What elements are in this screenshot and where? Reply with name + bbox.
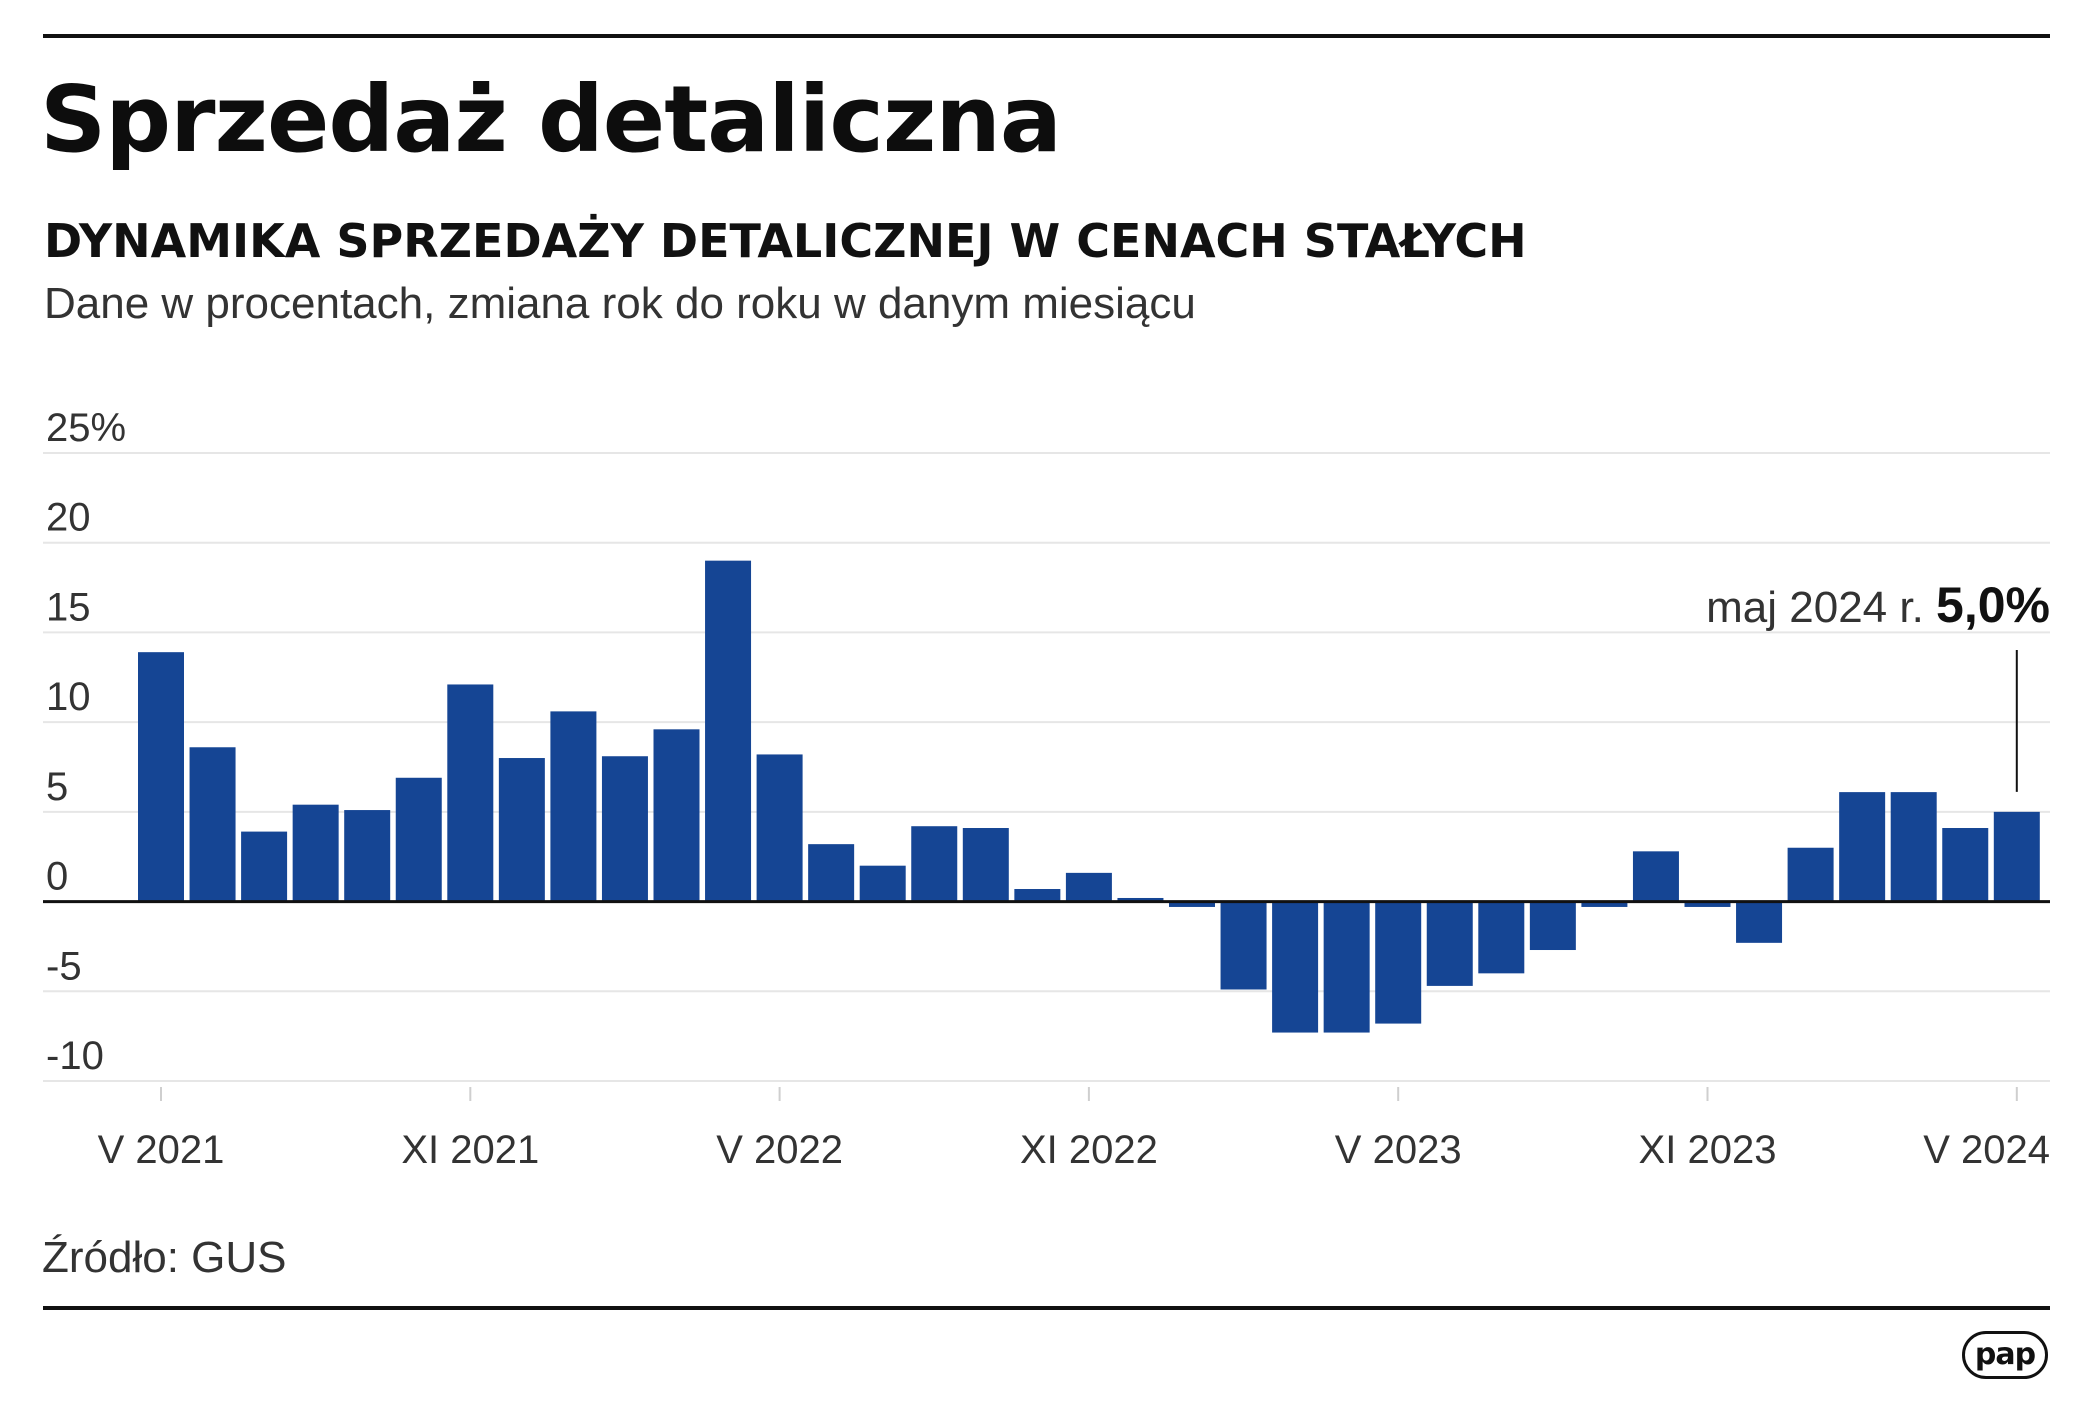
y-tick-label: 10 <box>46 675 91 719</box>
annotation-value: 5,0% <box>1936 577 2050 633</box>
source-label: Źródło: GUS <box>42 1233 287 1282</box>
bar <box>344 810 391 902</box>
x-tick-label: V 2023 <box>1335 1128 1462 1172</box>
y-tick-label: -10 <box>46 1034 104 1078</box>
bar <box>859 865 906 902</box>
bar <box>1839 792 1886 902</box>
bar <box>962 828 1009 902</box>
bar <box>1065 872 1112 902</box>
y-tick-label: 15 <box>46 585 91 629</box>
y-tick-label: 20 <box>46 496 91 540</box>
bar <box>1478 901 1525 974</box>
bar <box>1272 901 1319 1033</box>
bar <box>1632 851 1679 902</box>
y-tick-label: 0 <box>46 855 68 899</box>
latest-value-annotation: maj 2024 r. 5,0% <box>1706 577 2050 792</box>
chart-note: Dane w procentach, zmiana rok do roku w … <box>44 279 1196 328</box>
bar <box>808 844 855 902</box>
y-tick-label: -5 <box>46 944 82 988</box>
bar <box>705 560 752 902</box>
bar <box>653 729 700 902</box>
x-tick-label: XI 2022 <box>1020 1128 1158 1172</box>
x-tick-label: V 2022 <box>716 1128 843 1172</box>
bar <box>911 826 958 902</box>
bar <box>189 747 236 902</box>
annotation-label: maj 2024 r. 5,0% <box>1706 577 2050 633</box>
bar <box>1993 811 2040 902</box>
grid-lines <box>43 452 2050 1082</box>
retail-sales-bar-chart: -10 -5 0 5 10 15 20 25% V 2021 XI 2021 V 2022 XI 2… <box>43 406 2050 1172</box>
bar <box>138 652 184 902</box>
bar <box>1684 901 1731 907</box>
pap-logo: pap <box>1962 1331 2048 1379</box>
bar <box>1014 889 1061 902</box>
bar <box>1220 901 1267 990</box>
page-title: Sprzedaż detaliczna <box>40 66 1062 173</box>
bar <box>1117 897 1164 902</box>
x-tick-label: XI 2021 <box>401 1128 539 1172</box>
bar <box>1529 901 1576 951</box>
x-tick-label: V 2024 <box>1923 1128 2050 1172</box>
bar <box>1787 847 1834 902</box>
bar <box>1375 901 1422 1024</box>
y-tick-label: 5 <box>46 765 68 809</box>
top-rule <box>43 34 2050 38</box>
bar <box>395 777 442 902</box>
bar <box>447 684 494 902</box>
y-axis-ticks: -10 -5 0 5 10 15 20 25% <box>46 406 126 1078</box>
bar <box>756 754 803 902</box>
bar <box>498 758 545 902</box>
x-tick-label: XI 2023 <box>1639 1128 1777 1172</box>
x-axis-ticks: V 2021 XI 2021 V 2022 XI 2022 V 2023 XI 2023 V… <box>98 1087 2050 1172</box>
annotation-date: maj 2024 r. <box>1706 583 1936 632</box>
bar <box>241 831 288 902</box>
bar <box>292 804 339 902</box>
bar <box>1169 901 1215 907</box>
bar <box>550 711 597 902</box>
bar <box>601 756 648 902</box>
y-tick-label: 25% <box>46 406 126 450</box>
bar <box>1581 901 1628 907</box>
bar <box>1736 901 1783 943</box>
x-tick-label: V 2021 <box>98 1128 225 1172</box>
bar <box>1323 901 1370 1033</box>
bottom-rule <box>43 1306 2050 1310</box>
bars <box>138 560 2040 1033</box>
bar <box>1426 901 1473 986</box>
bar <box>1942 828 1989 902</box>
chart-subtitle: DYNAMIKA SPRZEDAŻY DETALICZNEJ W CENACH … <box>44 214 1527 268</box>
bar <box>1890 792 1937 902</box>
